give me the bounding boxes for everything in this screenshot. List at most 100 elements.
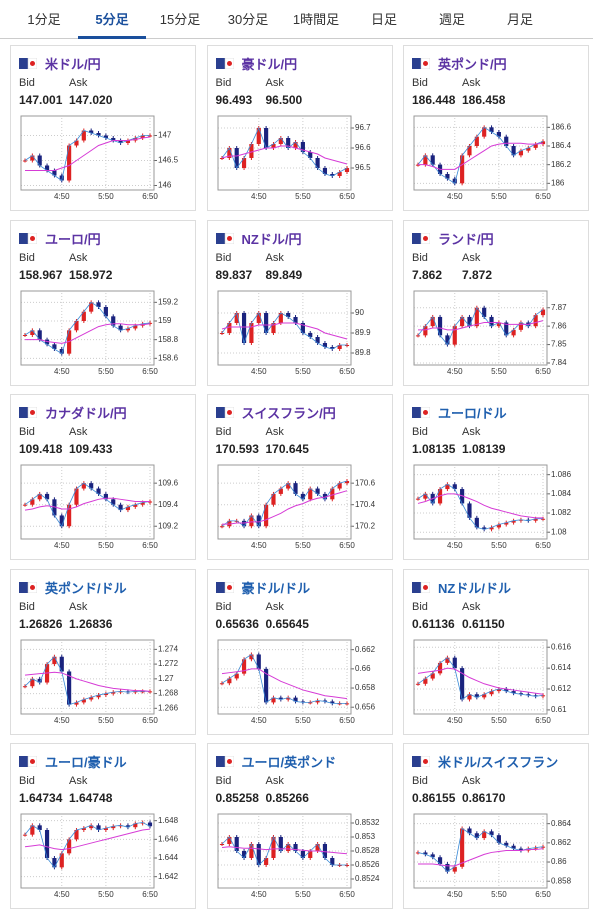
close-line [24,301,151,354]
rate-card[interactable]: NZドル/ドル Bid Ask 0.61136 0.61150 0.61 0.612 0.61… [403,568,589,735]
candle [307,332,312,337]
pair-name[interactable]: 米ドル/スイスフラン [438,755,559,770]
candle [540,518,546,520]
candle [504,136,509,146]
bid-label: Bid [19,426,35,438]
rate-card[interactable]: ユーロ/円 Bid Ask 158.967 158.972 158.6 158.8 159 15… [10,219,196,386]
pair-name[interactable]: カナダドル/円 [45,406,127,421]
tab[interactable]: 日足 [370,12,397,27]
candle [52,170,57,176]
flag-dot [226,61,232,66]
rate-card[interactable]: スイスフラン/円 Bid Ask 170.593 170.645 170.2 170.4 17… [206,394,393,560]
tab[interactable]: 5分足 [78,0,146,39]
pair-name[interactable]: 英ポンド/円 [438,57,507,72]
rate-card[interactable]: ユーロ/ドル Bid Ask 1.08135 1.08139 1.08 1.082 1.084… [403,394,589,560]
pair-name[interactable]: 豪ドル/円 [241,57,298,72]
y-tick-label: 96.7 [355,123,371,132]
bid-label: Bid [19,600,35,613]
rate-card[interactable]: 米ドル/円 Bid Ask 147.001 147.020 146 146.5 147 4:50… [10,45,196,211]
x-tick-label: 4:50 [54,716,70,725]
candle [111,499,116,505]
pair-name[interactable]: NZドル/円 [241,231,302,247]
pair-name[interactable]: 豪ドル/ドル [241,580,311,596]
tab[interactable]: 1分足 [27,12,61,27]
candle [147,322,153,324]
candle [430,155,435,165]
candle [518,519,524,521]
candle [219,158,224,159]
candle [511,329,516,335]
y-tick-label: 170.4 [355,500,376,509]
rate-card[interactable]: 英ポンド/円 Bid Ask 186.448 186.458 186 186.2 186.4 1… [403,45,589,211]
pair-name[interactable]: 米ドル/円 [45,57,101,72]
candle [496,321,501,326]
ask-label: Ask [462,600,481,613]
candle [292,844,298,851]
ask-value: 0.65645 [265,616,309,631]
candle [300,851,305,858]
rate-card[interactable]: NZドル/円 Bid Ask 89.837 89.849 89.8 89.9 90 4:50 5:… [206,219,393,386]
candle [89,130,94,133]
pair-name[interactable]: ランド/円 [438,231,494,247]
x-tick-label: 4:50 [250,367,266,376]
y-tick-label: 0.662 [355,644,376,653]
pair-name[interactable]: NZドル/ドル [438,580,511,596]
pair-name[interactable]: ユーロ/豪ドル [45,755,127,770]
candle [234,520,239,522]
x-tick-label: 5:50 [98,541,114,550]
rate-card[interactable]: 豪ドル/ドル Bid Ask 0.65636 0.65645 0.656 0.658 0.66… [206,568,393,735]
rate-card[interactable]: ランド/円 Bid Ask 7.862 7.872 7.84 7.85 7.86 7.87 4:5… [403,219,589,386]
candle [219,526,224,528]
pair-name[interactable]: ユーロ/ドル [438,406,507,421]
x-tick-label: 4:50 [54,541,70,550]
flag-icon [19,232,37,244]
candle [504,321,509,335]
tab[interactable]: 1時間足 [292,12,340,27]
pair-name[interactable]: ユーロ/英ポンド [241,755,337,770]
pair-name[interactable]: スイスフラン/円 [241,406,336,421]
ask-label: Ask [69,775,88,787]
ask-label: Ask [462,775,481,787]
rate-card[interactable]: 英ポンド/ドル Bid Ask 1.26826 1.26836 1.266 1.268 1.2… [10,568,196,735]
flag-left [19,58,28,69]
candle [415,683,421,685]
rate-card[interactable]: 豪ドル/円 Bid Ask 96.493 96.500 96.5 96.6 96.7 4:50 5… [206,45,393,211]
candle [248,515,253,527]
close-line [221,480,347,528]
tab[interactable]: 週足 [438,12,465,27]
flag-icon [19,58,37,69]
candle [74,140,79,146]
candle [511,845,516,849]
mini-chart: 96.5 96.6 96.7 4:50 5:50 6:50 [217,115,371,201]
candle [445,657,450,663]
candle [540,846,546,848]
rate-card[interactable]: ユーロ/英ポンド Bid Ask 0.85258 0.85266 0.8524 0.8526… [206,743,393,909]
pair-name[interactable]: 英ポンド/ドル [45,580,127,596]
candle [437,662,443,673]
candle [147,135,153,137]
candle [415,334,421,336]
y-tick-label: 0.612 [551,684,572,693]
rate-card[interactable]: 米ドル/スイスフラン Bid Ask 0.86155 0.86170 0.858 0.86 0… [403,743,589,909]
rate-card[interactable]: カナダドル/円 Bid Ask 109.418 109.433 109.2 109.4 109… [10,394,196,560]
tab[interactable]: 15分足 [159,12,201,27]
candle [256,653,261,669]
tab[interactable]: 月足 [506,12,533,27]
y-tick-label: 1.268 [158,688,179,697]
candle [241,658,246,674]
flag-left [412,407,421,418]
rate-card[interactable]: ユーロ/豪ドル Bid Ask 1.64734 1.64748 1.642 1.644 1.6… [10,743,196,909]
y-tick-label: 0.862 [551,838,572,847]
candle [278,488,283,494]
candle [30,825,35,835]
y-tick-label: 1.082 [551,508,572,517]
candle [344,168,349,172]
candle [518,692,524,694]
candle [540,694,546,696]
tab[interactable]: 30分足 [227,12,269,27]
candle [329,700,334,703]
plot-frame [217,290,351,365]
candle [118,504,123,511]
y-tick-label: 158.6 [158,353,179,362]
pair-name[interactable]: ユーロ/円 [45,231,101,247]
